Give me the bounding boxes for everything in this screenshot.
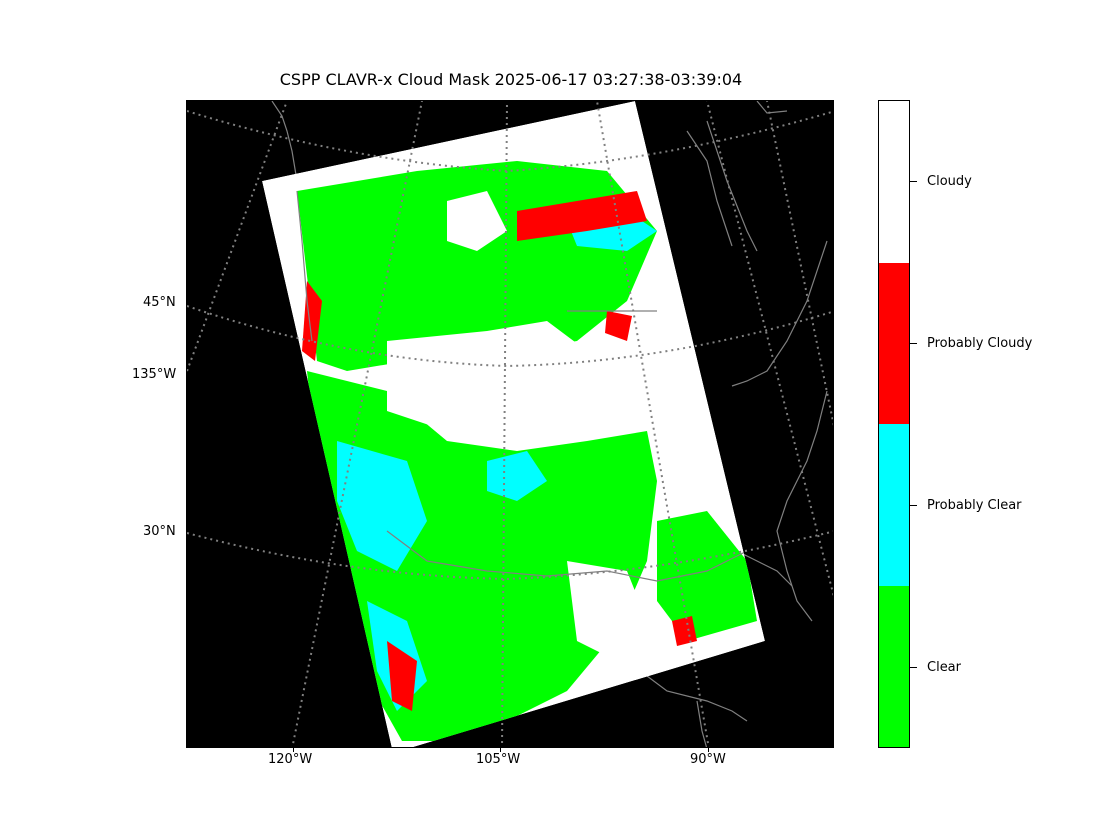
cloud-mask-map	[186, 100, 834, 748]
legend-label-cloudy: Cloudy	[927, 174, 972, 189]
graticule	[187, 101, 833, 747]
lon-tick-105w	[500, 748, 501, 752]
map-canvas	[187, 101, 833, 747]
colorbar-tick-clear	[910, 667, 917, 668]
lon-label-90w: 90°W	[690, 752, 726, 767]
colorbar-probably-clear	[879, 424, 909, 586]
lon-label-135w: 135°W	[132, 367, 177, 382]
lon-tick-90w	[708, 748, 709, 752]
colorbar-probably-cloudy	[879, 262, 909, 424]
colorbar-clear	[879, 585, 909, 747]
lon-label-105w: 105°W	[476, 752, 521, 767]
satellite-swath	[262, 101, 765, 747]
lat-label-30n: 30°N	[143, 524, 176, 539]
lat-label-45n: 45°N	[143, 295, 176, 310]
colorbar-cloudy	[879, 101, 909, 263]
colorbar	[878, 100, 910, 748]
legend-label-probably-clear: Probably Clear	[927, 498, 1022, 513]
legend-label-probably-cloudy: Probably Cloudy	[927, 336, 1033, 351]
map-title: CSPP CLAVR-x Cloud Mask 2025-06-17 03:27…	[279, 70, 743, 89]
lon-label-120w: 120°W	[268, 752, 313, 767]
lon-tick-120w	[293, 748, 294, 752]
colorbar-tick-probably-clear	[910, 505, 917, 506]
colorbar-tick-cloudy	[910, 181, 917, 182]
legend-label-clear: Clear	[927, 660, 961, 675]
colorbar-tick-probably-cloudy	[910, 343, 917, 344]
